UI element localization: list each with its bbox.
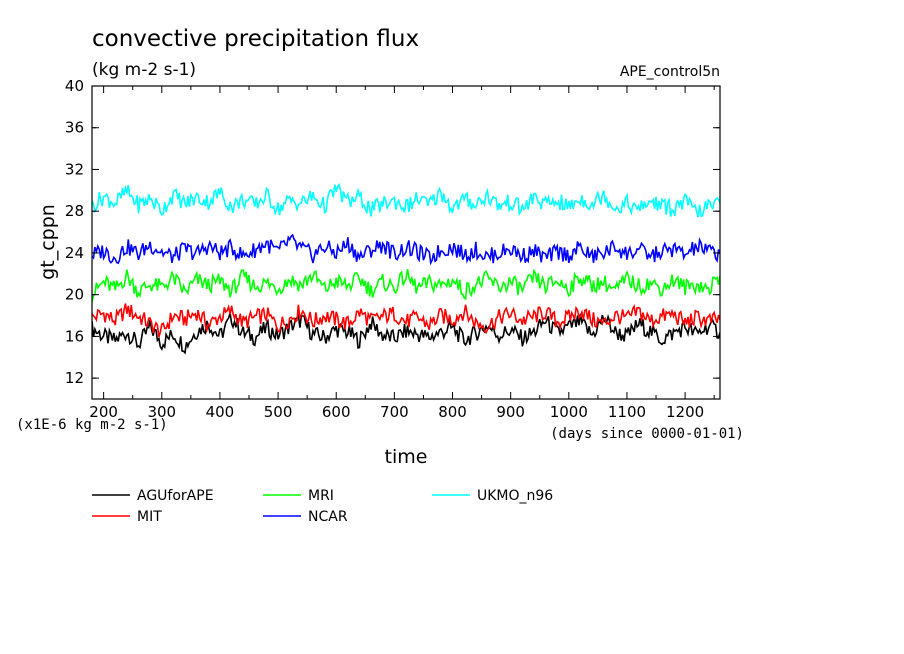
y-tick-label: 28 — [65, 202, 84, 220]
x-axis-label: time — [385, 446, 428, 468]
x-tick-label: 400 — [206, 403, 235, 421]
legend-label-mit: MIT — [137, 509, 162, 525]
legend-label-mri: MRI — [308, 488, 334, 504]
y-axis-label: gt_cppn — [37, 204, 59, 280]
ticks-layer: 12 16 20 24 28 32 36 40 200 300 400 500 600 700 800 900… — [65, 77, 720, 421]
plot-frame — [91, 85, 721, 400]
series-line-ukmo-n96 — [92, 182, 720, 218]
x-tick-label: 600 — [322, 403, 351, 421]
legend-label-aguforape: AGUforAPE — [137, 488, 214, 504]
y-tick-label: 20 — [65, 286, 84, 304]
legend-label-ukmo-n96: UKMO_n96 — [477, 488, 553, 504]
y-tick-label: 40 — [65, 77, 84, 95]
x-tick-label: 700 — [380, 403, 409, 421]
y-tick-label: 24 — [65, 244, 84, 262]
chart-title: convective precipitation flux — [92, 26, 419, 52]
x-units-note: (days since 0000-01-01) — [550, 426, 744, 442]
dataset-label: APE_control5n — [620, 64, 720, 80]
series-line-ncar — [92, 233, 720, 266]
series-line-mri — [92, 268, 720, 302]
x-tick-label: 200 — [89, 403, 118, 421]
x-tick-label: 800 — [438, 403, 467, 421]
series-layer — [92, 182, 720, 355]
legend: AGUforAPE MIT MRI NCAR UKMO_n96 — [92, 488, 553, 525]
legend-label-ncar: NCAR — [308, 509, 348, 525]
x-tick-label: 1100 — [608, 403, 646, 421]
x-tick-label: 1000 — [550, 403, 588, 421]
series-line-mit — [92, 303, 720, 338]
chart-units: (kg m-2 s-1) — [92, 60, 196, 80]
y-tick-label: 32 — [65, 160, 84, 178]
x-tick-label: 1200 — [666, 403, 704, 421]
series-line-aguforape — [92, 312, 720, 355]
x-tick-label: 300 — [147, 403, 176, 421]
x-tick-label: 500 — [264, 403, 293, 421]
y-tick-label: 16 — [65, 327, 84, 345]
y-tick-label: 12 — [65, 369, 84, 387]
y-tick-label: 36 — [65, 119, 84, 137]
y-scale-note: (x1E-6 kg m-2 s-1) — [16, 417, 168, 433]
x-tick-label: 900 — [496, 403, 525, 421]
